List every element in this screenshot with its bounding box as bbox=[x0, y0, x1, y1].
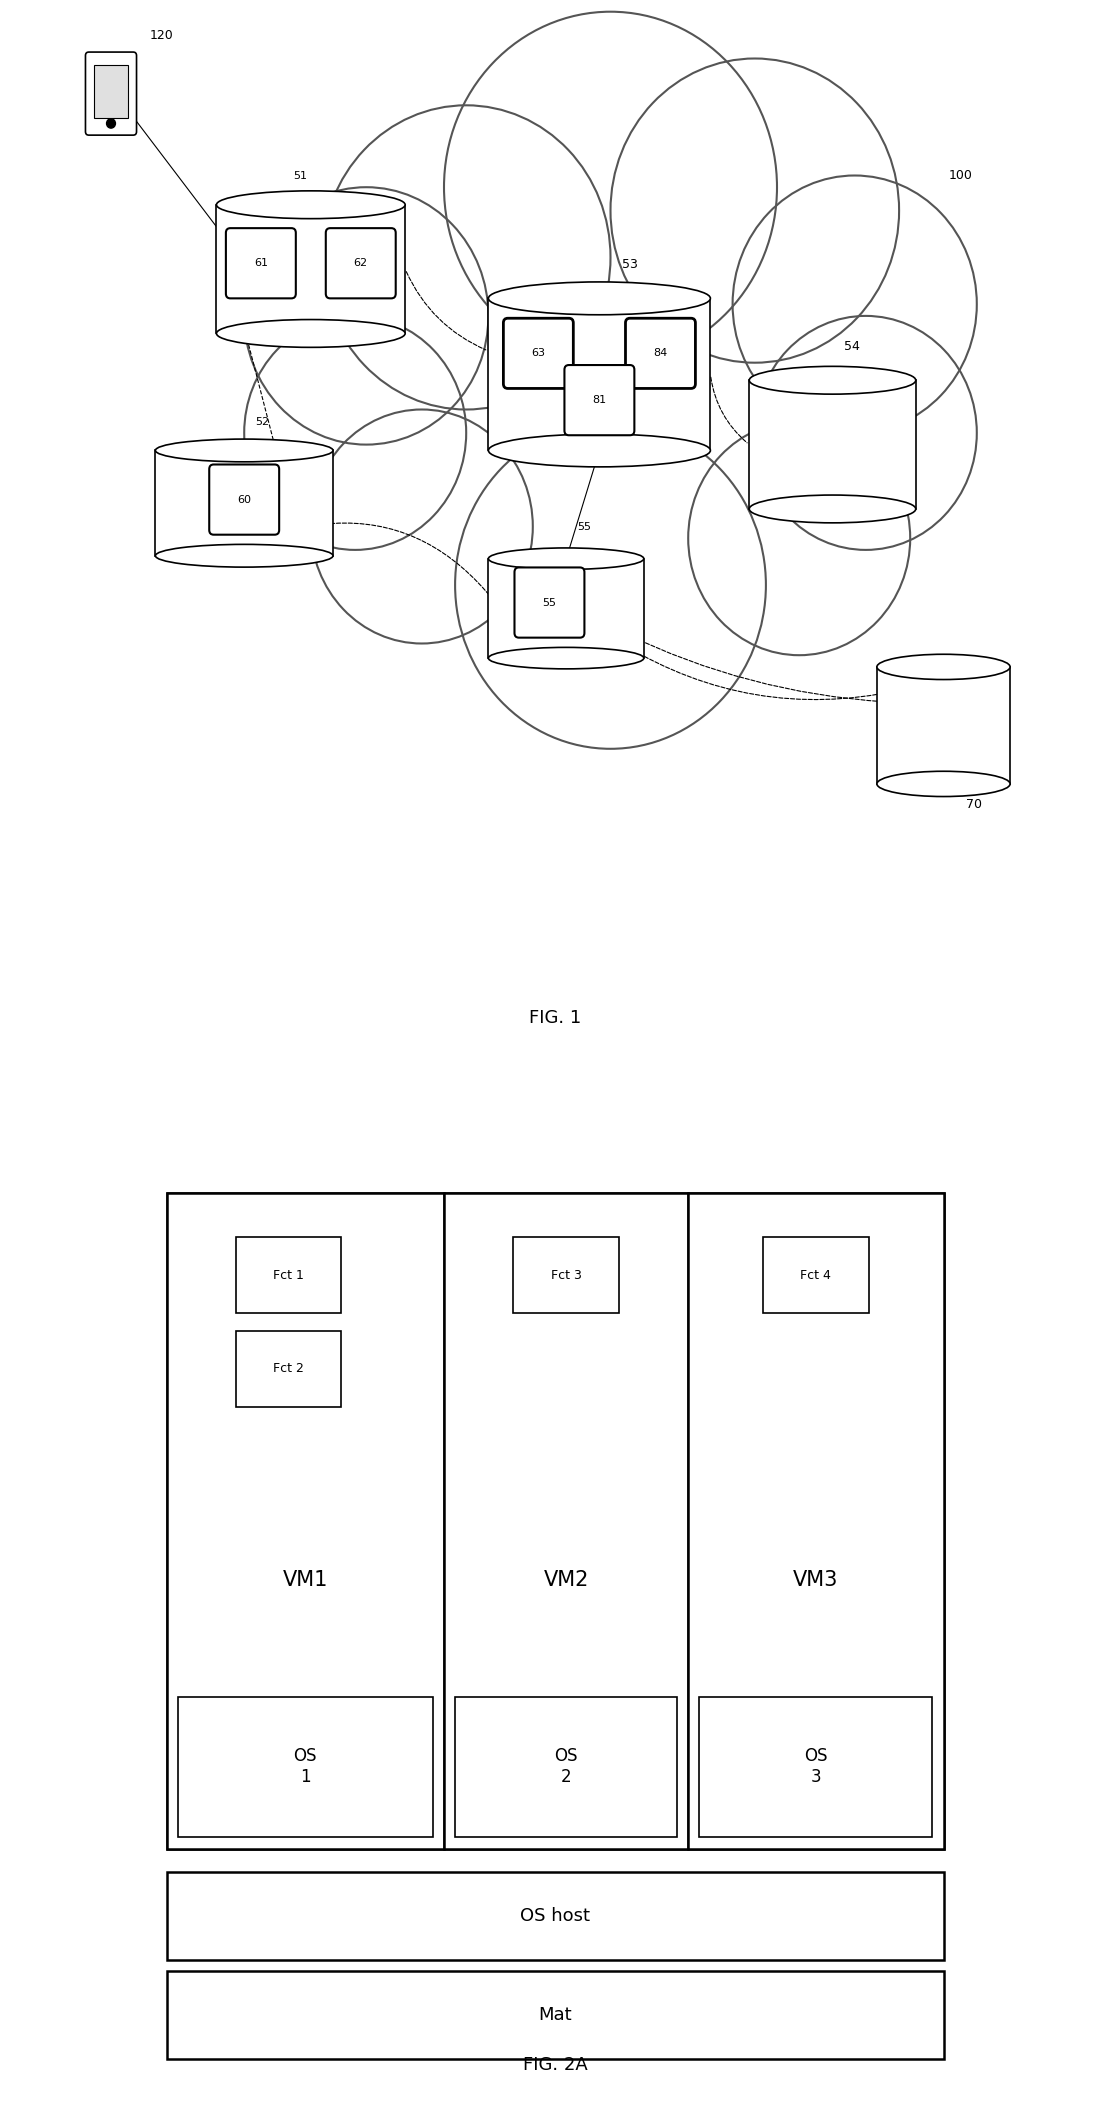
FancyBboxPatch shape bbox=[688, 1194, 944, 1849]
FancyBboxPatch shape bbox=[166, 1971, 944, 2060]
FancyBboxPatch shape bbox=[235, 1331, 342, 1407]
Text: OS host: OS host bbox=[519, 1906, 591, 1925]
Text: FIG. 2A: FIG. 2A bbox=[523, 2055, 587, 2074]
Circle shape bbox=[455, 421, 766, 750]
Text: OS
1: OS 1 bbox=[293, 1748, 317, 1786]
Circle shape bbox=[755, 316, 977, 550]
FancyBboxPatch shape bbox=[166, 1194, 944, 1849]
FancyBboxPatch shape bbox=[210, 465, 280, 535]
FancyBboxPatch shape bbox=[166, 1872, 944, 1961]
Text: FIG. 1: FIG. 1 bbox=[528, 1009, 582, 1028]
Ellipse shape bbox=[488, 548, 644, 569]
Ellipse shape bbox=[488, 647, 644, 670]
FancyBboxPatch shape bbox=[94, 65, 128, 118]
FancyBboxPatch shape bbox=[626, 318, 695, 388]
Ellipse shape bbox=[216, 192, 405, 219]
Text: Fct 4: Fct 4 bbox=[800, 1268, 831, 1283]
Circle shape bbox=[244, 187, 488, 444]
Circle shape bbox=[244, 316, 466, 550]
Text: OS
3: OS 3 bbox=[804, 1748, 828, 1786]
FancyBboxPatch shape bbox=[444, 1194, 688, 1849]
Ellipse shape bbox=[488, 282, 710, 314]
Ellipse shape bbox=[155, 438, 333, 461]
Circle shape bbox=[322, 105, 610, 409]
Text: 84: 84 bbox=[654, 347, 667, 358]
FancyBboxPatch shape bbox=[699, 1697, 932, 1836]
Text: 63: 63 bbox=[532, 347, 545, 358]
Text: Fct 2: Fct 2 bbox=[273, 1363, 304, 1375]
Ellipse shape bbox=[877, 771, 1010, 796]
Text: 55: 55 bbox=[577, 522, 592, 533]
Text: 51: 51 bbox=[293, 171, 306, 181]
Circle shape bbox=[107, 118, 115, 128]
Text: Fct 1: Fct 1 bbox=[273, 1268, 304, 1283]
FancyBboxPatch shape bbox=[155, 451, 333, 556]
Ellipse shape bbox=[216, 320, 405, 347]
FancyBboxPatch shape bbox=[764, 1236, 869, 1314]
Text: 55: 55 bbox=[543, 598, 556, 607]
Ellipse shape bbox=[749, 366, 916, 394]
Text: 70: 70 bbox=[966, 798, 981, 811]
Text: 100: 100 bbox=[949, 168, 973, 181]
Circle shape bbox=[610, 59, 899, 362]
Text: Mat: Mat bbox=[538, 2007, 572, 2024]
FancyBboxPatch shape bbox=[877, 668, 1010, 783]
FancyBboxPatch shape bbox=[513, 1236, 619, 1314]
FancyBboxPatch shape bbox=[504, 318, 574, 388]
FancyBboxPatch shape bbox=[326, 227, 395, 299]
Text: 53: 53 bbox=[622, 259, 637, 272]
Circle shape bbox=[444, 13, 777, 362]
FancyBboxPatch shape bbox=[235, 1236, 342, 1314]
Ellipse shape bbox=[155, 543, 333, 567]
Circle shape bbox=[688, 421, 910, 655]
Text: VM2: VM2 bbox=[544, 1569, 588, 1590]
Ellipse shape bbox=[749, 495, 916, 522]
FancyBboxPatch shape bbox=[488, 299, 710, 451]
FancyBboxPatch shape bbox=[455, 1697, 677, 1836]
Ellipse shape bbox=[488, 434, 710, 468]
FancyBboxPatch shape bbox=[564, 364, 635, 436]
FancyBboxPatch shape bbox=[166, 1194, 444, 1849]
Circle shape bbox=[733, 175, 977, 434]
FancyBboxPatch shape bbox=[178, 1697, 433, 1836]
Text: 54: 54 bbox=[844, 341, 859, 354]
Text: Fct 3: Fct 3 bbox=[551, 1268, 582, 1283]
Text: 62: 62 bbox=[354, 259, 367, 267]
Text: 61: 61 bbox=[254, 259, 268, 267]
Text: OS
2: OS 2 bbox=[554, 1748, 578, 1786]
FancyBboxPatch shape bbox=[514, 567, 584, 638]
FancyBboxPatch shape bbox=[216, 204, 405, 333]
Text: 81: 81 bbox=[593, 396, 606, 404]
Text: 120: 120 bbox=[150, 29, 173, 42]
Text: 52: 52 bbox=[255, 417, 270, 428]
FancyBboxPatch shape bbox=[85, 53, 137, 135]
Text: VM3: VM3 bbox=[794, 1569, 838, 1590]
Ellipse shape bbox=[877, 655, 1010, 680]
FancyBboxPatch shape bbox=[225, 227, 295, 299]
FancyBboxPatch shape bbox=[488, 558, 644, 657]
Text: VM1: VM1 bbox=[283, 1569, 327, 1590]
Text: 60: 60 bbox=[238, 495, 251, 505]
Circle shape bbox=[311, 409, 533, 644]
FancyBboxPatch shape bbox=[749, 381, 916, 510]
